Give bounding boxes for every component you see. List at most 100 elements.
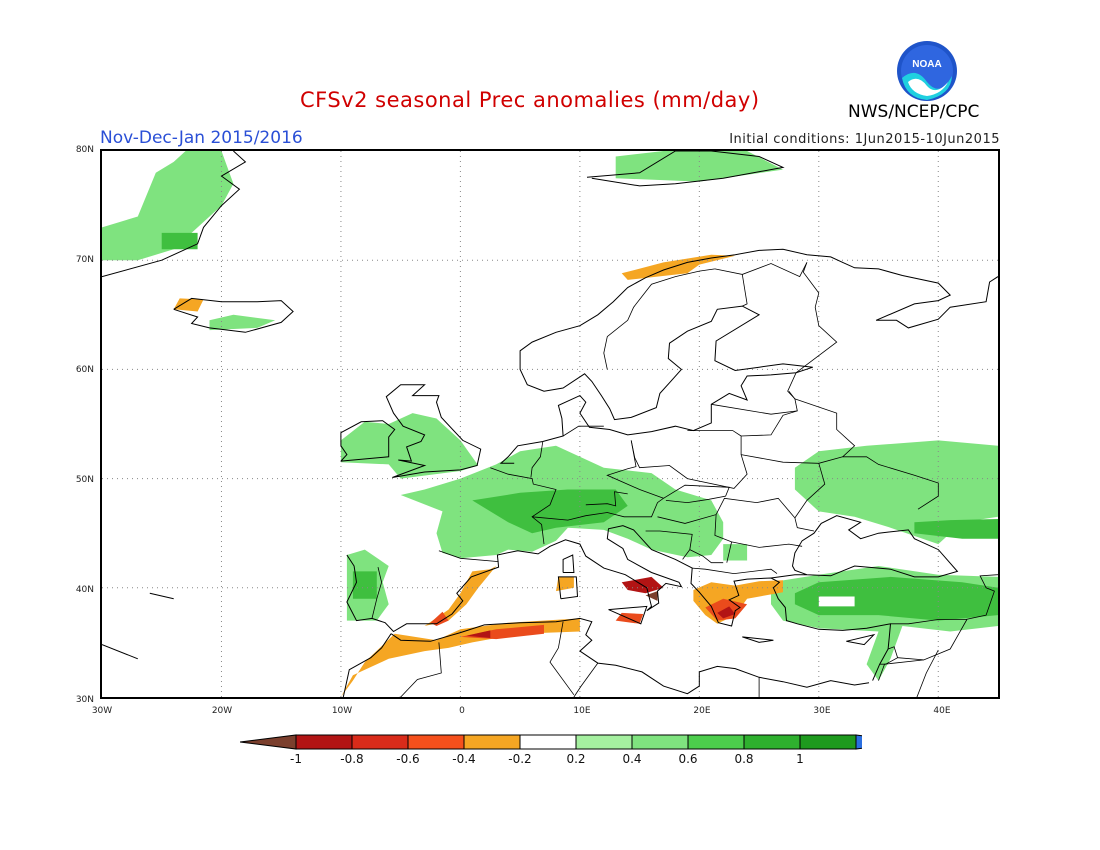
country-border [726, 541, 732, 563]
country-border [890, 574, 998, 625]
colorbar-segment [575, 734, 633, 750]
country-border [585, 491, 628, 507]
country-border [371, 567, 383, 619]
colorbar-tick-label: 0.2 [566, 752, 586, 766]
lat-tick-label: 60N [75, 365, 94, 375]
country-border [490, 467, 557, 545]
country-border [438, 550, 499, 562]
anomaly-greece-core2 [717, 606, 736, 619]
lon-tick-label: 20W [211, 706, 233, 716]
country-border [657, 497, 815, 532]
anomaly-italy-south-core [645, 591, 658, 601]
colorbar-tick-label: -0.2 [508, 752, 532, 766]
anomaly-ukraine-russia [794, 440, 998, 545]
map-canvas [102, 151, 998, 697]
colorbar-lower-arrow [240, 734, 297, 750]
lon-tick-label: 30E [813, 706, 831, 716]
anomaly-iberia-west-core [352, 571, 377, 599]
country-border [916, 649, 939, 697]
country-border [741, 454, 939, 510]
coastline [102, 151, 247, 278]
lon-tick-label: 40E [933, 706, 951, 716]
coastline [846, 633, 876, 646]
anomaly-morocco [340, 618, 580, 697]
lon-tick-label: 0 [459, 706, 465, 716]
colorbar-tick-label: -0.4 [452, 752, 476, 766]
country-border [714, 514, 803, 548]
anomaly-ukraine-core [914, 519, 998, 539]
colorbar-tick-label: 0.4 [622, 752, 642, 766]
country-border [399, 642, 442, 697]
coastline [557, 576, 579, 600]
colorbar-tick-label: 0.6 [678, 752, 698, 766]
colorbar-upper-arrow [855, 734, 862, 750]
coastline [390, 617, 870, 695]
anomaly-greenland-core [161, 232, 198, 250]
country-border [714, 262, 808, 278]
anomaly-iceland-nw [173, 298, 204, 312]
coastline [499, 248, 998, 464]
country-border [549, 621, 575, 696]
coastline [102, 644, 138, 660]
colorbar-segment [463, 734, 521, 750]
country-border [711, 403, 798, 415]
country-border [689, 549, 724, 564]
colorbar-segment [519, 734, 577, 750]
colorbar-segment [743, 734, 801, 750]
colorbar-segment [295, 734, 353, 750]
lon-tick-label: 10E [573, 706, 591, 716]
lat-tick-label: 50N [75, 475, 94, 485]
country-border [630, 430, 748, 489]
country-border [794, 398, 856, 458]
anomaly-balkan-spots [723, 544, 748, 561]
lat-tick-label: 30N [75, 695, 94, 705]
anomaly-turkey-hole [818, 596, 855, 607]
coastline [770, 515, 959, 579]
country-border [897, 619, 968, 661]
lon-tick-label: 30W [91, 706, 113, 716]
initial-conditions-label: Initial conditions: 1Jun2015-10Jun2015 [729, 132, 1000, 147]
country-border [532, 440, 665, 521]
country-border [645, 530, 693, 560]
country-border [878, 659, 924, 681]
coastline [742, 636, 774, 643]
country-border [795, 262, 838, 374]
country-border [692, 567, 778, 575]
country-border [794, 463, 826, 519]
lat-tick-label: 40N [75, 585, 94, 595]
anomaly-sardinia [556, 576, 574, 592]
lat-tick-label: 70N [75, 255, 94, 265]
coastline [346, 525, 892, 681]
coastline [149, 592, 174, 600]
lon-tick-label: 20E [693, 706, 711, 716]
colorbar-tick-label: 1 [796, 752, 804, 766]
colorbar-segment [799, 734, 857, 750]
chart-title: CFSv2 seasonal Prec anomalies (mm/day) [300, 88, 760, 112]
country-border [530, 441, 544, 478]
colorbar [240, 734, 862, 750]
anomaly-spain-se-core [430, 611, 449, 626]
colorbar-tick-label: 0.8 [734, 752, 754, 766]
coastline [562, 554, 575, 573]
country-border [663, 484, 730, 504]
country-border [741, 274, 748, 307]
colorbar-segment [351, 734, 409, 750]
colorbar-tick-label: -0.8 [340, 752, 364, 766]
logo-text: NOAA [912, 59, 941, 70]
colorbar-segment [687, 734, 745, 750]
coastline [586, 151, 785, 187]
country-border [787, 372, 797, 400]
colorbar-tick-label: -1 [290, 752, 302, 766]
noaa-logo: NOAA [897, 41, 957, 101]
period-label: Nov-Dec-Jan 2015/2016 [100, 128, 303, 148]
coastline [340, 420, 396, 462]
coastline [173, 297, 294, 333]
anomaly-norway-north [621, 254, 736, 280]
map-plot-area [100, 149, 1000, 699]
country-border [562, 425, 604, 437]
anomaly-algeria-core2 [466, 630, 491, 638]
anomaly-iceland [209, 314, 276, 331]
country-border [573, 662, 599, 697]
lat-tick-label: 80N [75, 145, 94, 155]
anomaly-alps-core [472, 489, 628, 534]
